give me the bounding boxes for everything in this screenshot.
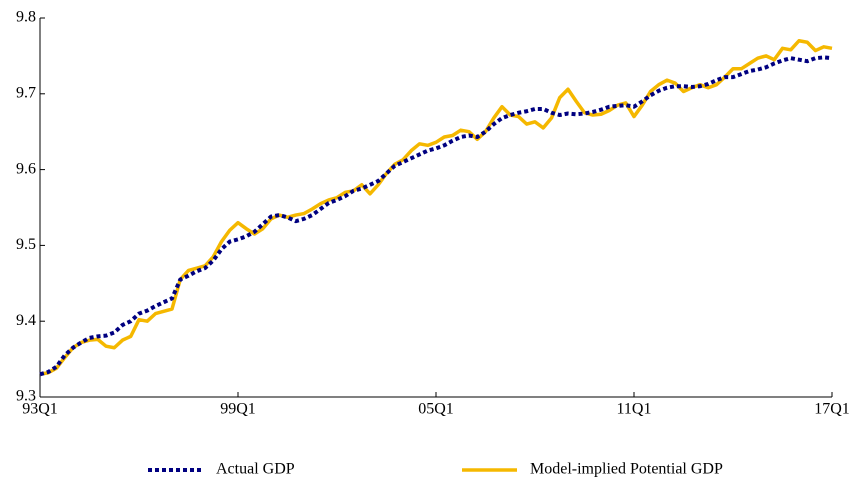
x-tick-label: 05Q1	[418, 401, 454, 418]
y-tick-label: 9.6	[16, 160, 36, 177]
y-tick-label: 9.4	[16, 312, 36, 329]
y-tick-label: 9.3	[16, 388, 36, 405]
series-line	[39, 38, 833, 376]
y-tick-label: 9.5	[16, 236, 36, 253]
x-tick-label: 11Q1	[617, 401, 652, 418]
x-tick-label: 93Q1	[22, 401, 58, 418]
legend-label: Actual GDP	[216, 461, 295, 478]
series-line	[39, 55, 833, 377]
x-tick-label: 17Q1	[814, 401, 850, 418]
y-tick-label: 9.8	[16, 9, 36, 26]
legend-label: Model-implied Potential GDP	[530, 461, 723, 478]
x-tick-label: 99Q1	[220, 401, 256, 418]
y-tick-label: 9.7	[16, 84, 36, 101]
